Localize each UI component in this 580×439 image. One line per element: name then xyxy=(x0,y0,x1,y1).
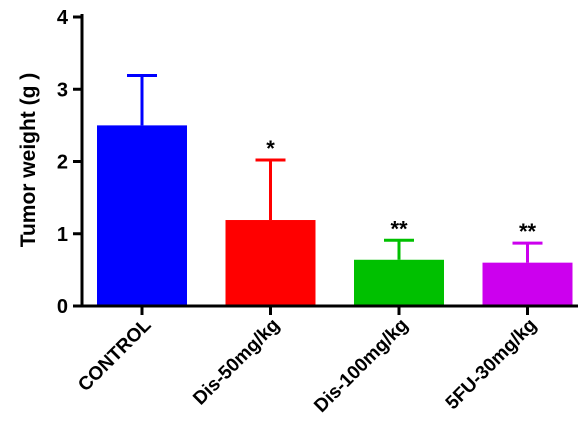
category-label: 5FU-30mg/kg xyxy=(442,315,541,414)
axes: 0 1 2 3 4 xyxy=(57,7,578,318)
y-tick-label: 2 xyxy=(57,152,68,174)
significance-marker: ** xyxy=(519,219,537,244)
error-bars xyxy=(127,74,543,263)
y-ticks: 0 1 2 3 4 xyxy=(57,7,82,318)
y-tick-label: 3 xyxy=(57,79,68,101)
category-label: CONTROL xyxy=(74,314,156,396)
bar xyxy=(225,220,316,305)
bar xyxy=(97,125,187,305)
bars xyxy=(97,125,573,305)
y-axis-title: Tumor weight (g ) xyxy=(17,73,40,248)
category-label: Dis-100mg/kg xyxy=(310,315,412,417)
y-tick-label: 4 xyxy=(57,7,69,29)
bar xyxy=(482,262,573,305)
significance-markers: *** ** xyxy=(266,136,536,244)
significance-marker: * xyxy=(266,136,275,161)
y-tick-label: 1 xyxy=(57,224,68,246)
y-tick-label: 0 xyxy=(57,296,68,318)
category-label: Dis-50mg/kg xyxy=(189,315,284,410)
x-ticks xyxy=(140,306,529,315)
bar xyxy=(354,259,444,305)
significance-marker: ** xyxy=(390,216,408,241)
category-labels: CONTROL Dis-50mg/kg Dis-100mg/kg 5FU-30mg/k… xyxy=(74,314,541,416)
